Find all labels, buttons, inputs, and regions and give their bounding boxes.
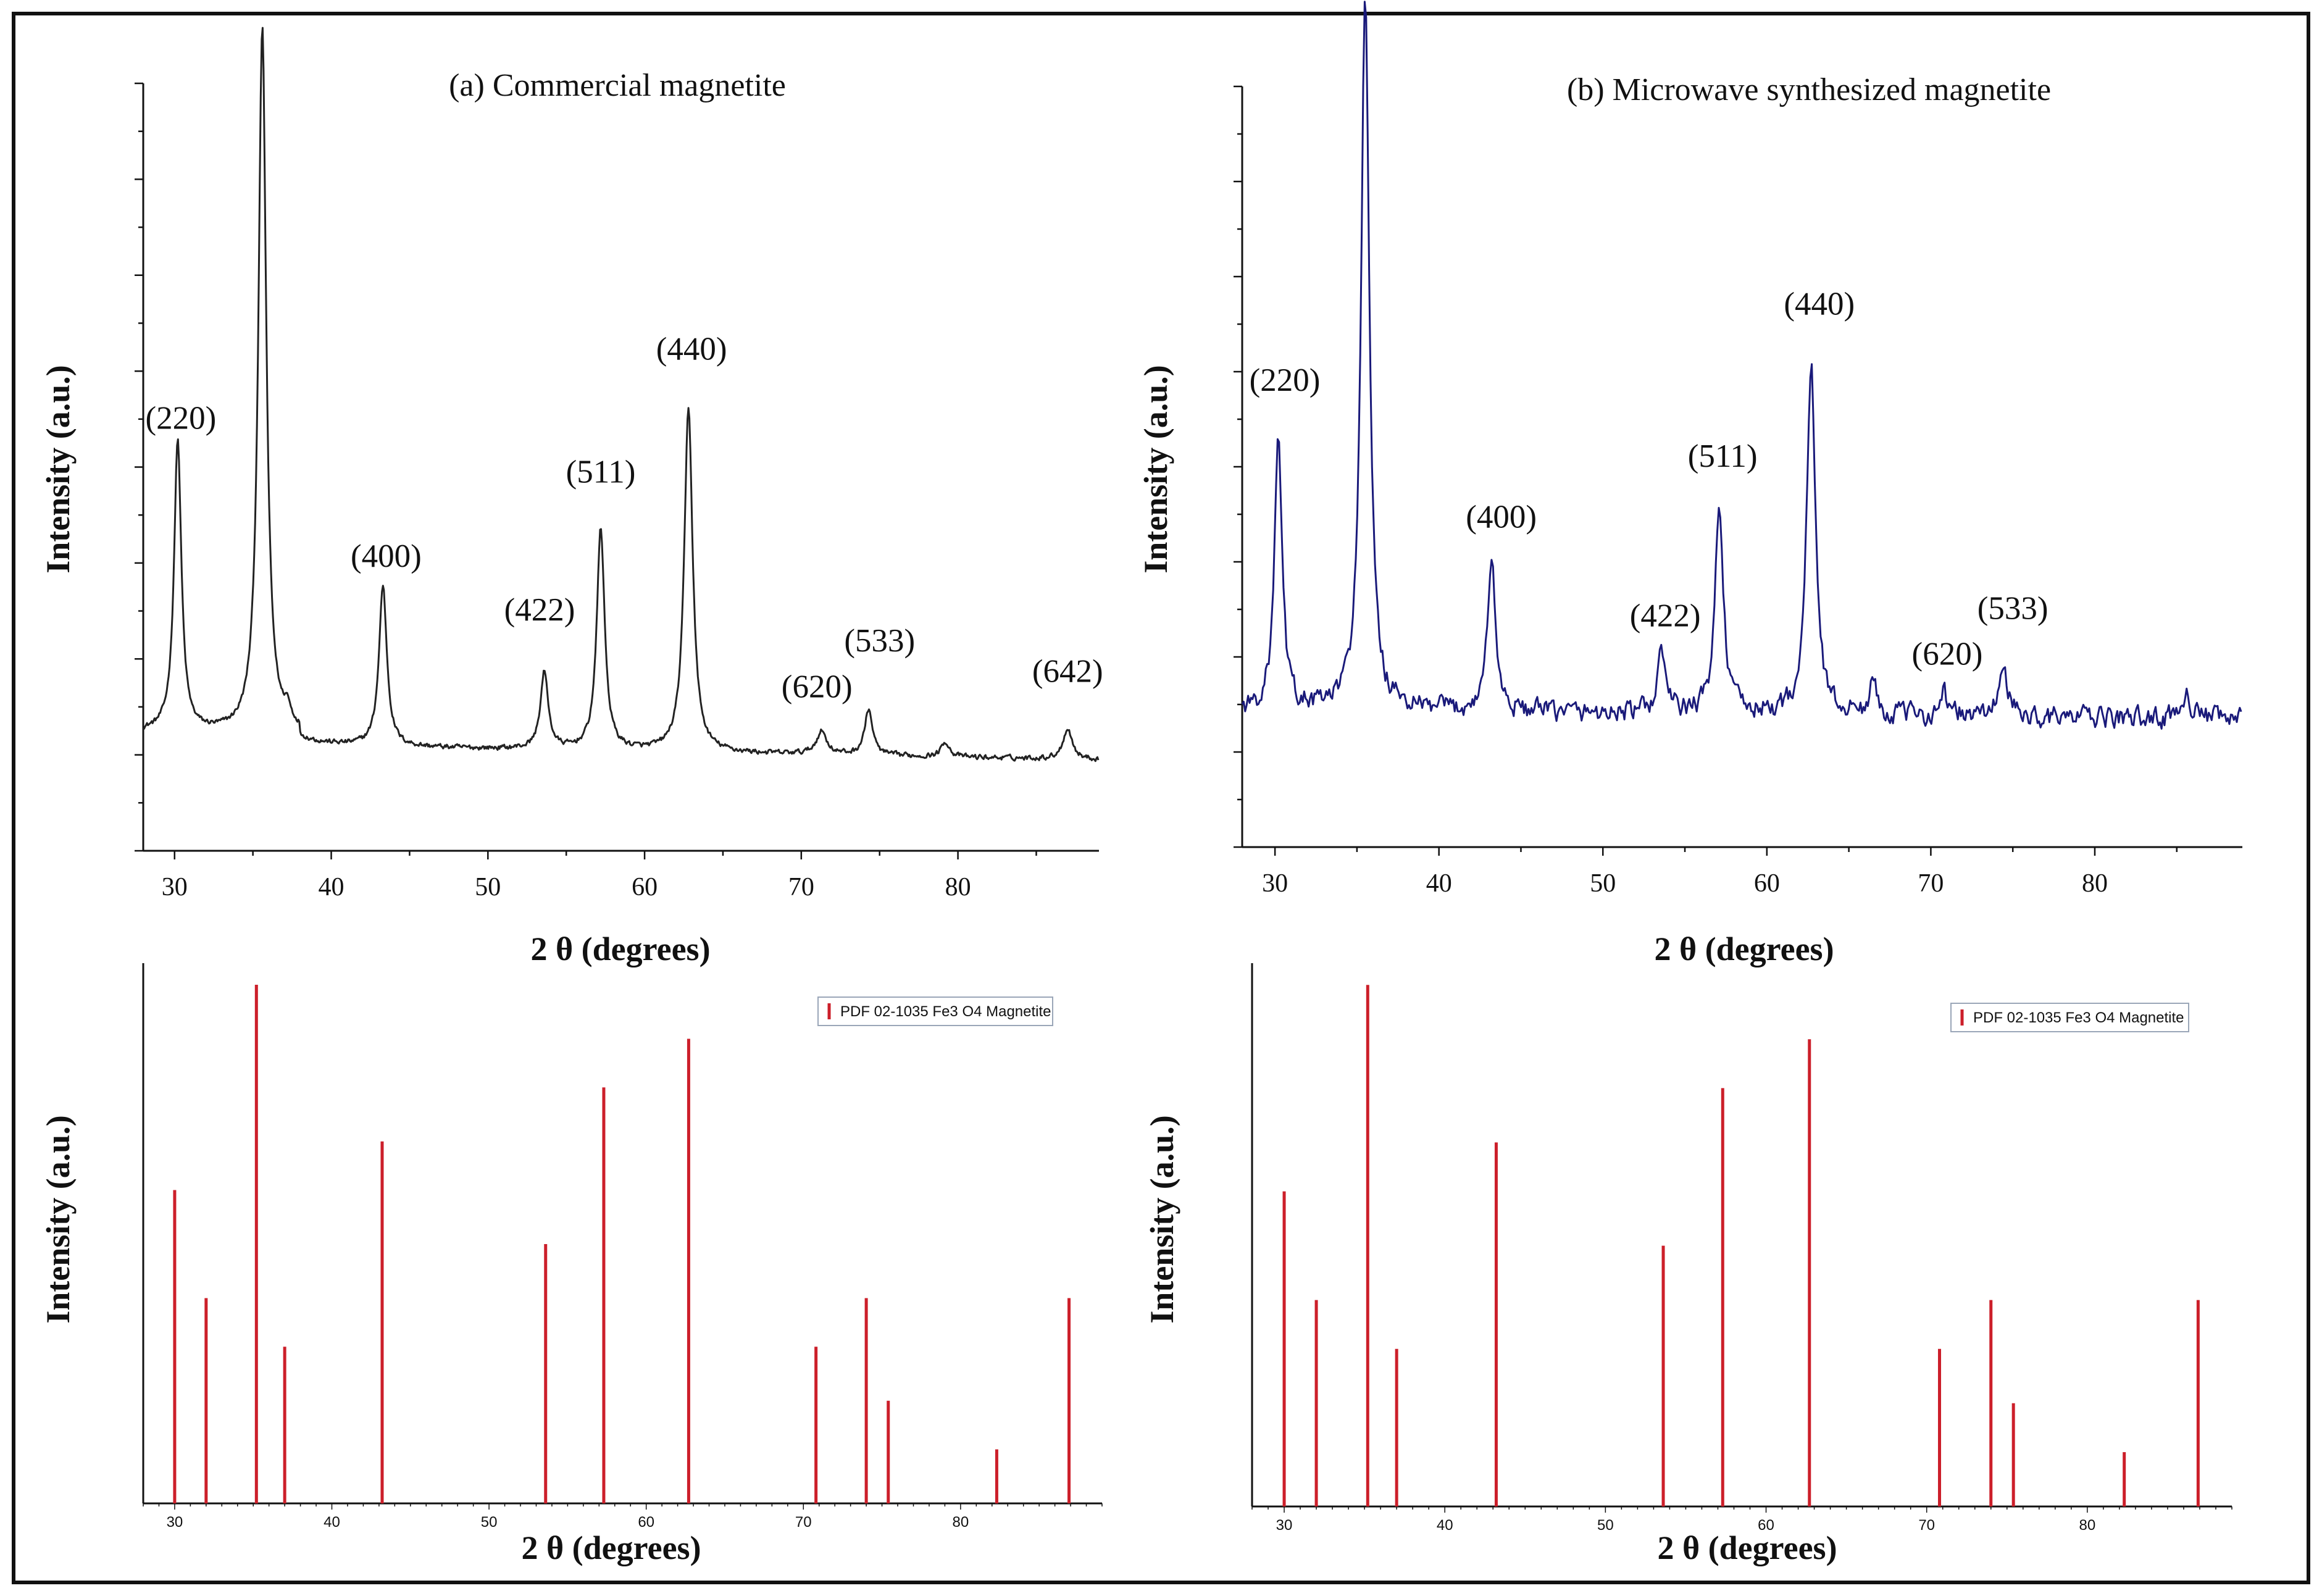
- panel-b-peak-label: (220): [1250, 362, 1321, 398]
- panel-b-peak-label: (440): [1784, 286, 1855, 322]
- panel-b-x-tick-label: 50: [1590, 869, 1616, 898]
- panel-d-legend: PDF 02-1035 Fe3 O4 Magnetite: [1950, 1003, 2189, 1032]
- panel-b-peak-label: (620): [1912, 636, 1983, 672]
- panel-a-x-tick-label: 80: [945, 873, 971, 901]
- panel-c-x-tick-label: 50: [481, 1514, 498, 1531]
- panel-c-x-tick-label: 70: [795, 1514, 812, 1531]
- panel-a-peak-label: (511): [566, 454, 636, 490]
- panel-b-xlabel: 2 θ (degrees): [1654, 930, 1834, 967]
- panel-b-x-tick-label: 70: [1918, 869, 1944, 898]
- panel-b-peak-label: (422): [1630, 598, 1701, 634]
- panel-b-x-tick-label: 30: [1262, 869, 1288, 898]
- panel-b-peak-label: (511): [1688, 438, 1758, 474]
- panel-a-peak-label: (642): [1032, 654, 1103, 690]
- panel-c-ylabel: Intensity (a.u.): [40, 1115, 77, 1324]
- panel-a-peak-label: (220): [145, 400, 216, 436]
- panel-a-x-tick-label: 30: [162, 873, 188, 901]
- panel-a-peak-label: (440): [656, 331, 727, 367]
- panel-c-legend: PDF 02-1035 Fe3 O4 Magnetite: [817, 996, 1053, 1026]
- panel-d-x-tick-label: 30: [1276, 1517, 1293, 1534]
- panel-b-x-tick-label: 40: [1426, 869, 1452, 898]
- panel-a-x-tick-label: 50: [475, 873, 501, 901]
- panel-a-x-tick-label: 40: [319, 873, 345, 901]
- panel-a-peak-label: (422): [504, 592, 575, 628]
- panel-a-x-tick-label: 60: [632, 873, 658, 901]
- panel-b-x-tick-label: 60: [1754, 869, 1780, 898]
- panel-a-ylabel: Intensity (a.u.): [40, 365, 77, 574]
- panel-b-ylabel: Intensity (a.u.): [1137, 365, 1174, 574]
- panel-b-title: (b) Microwave synthesized magnetite: [1567, 72, 2051, 107]
- panel-c-x-tick-label: 60: [638, 1514, 654, 1531]
- panel-c-reference-pattern: Intensity (a.u.) 2 θ (degrees) 30 40 50 60 7…: [40, 963, 1103, 1566]
- panel-a-x-tick-label: 70: [788, 873, 814, 901]
- panel-d-x-tick-label: 70: [1918, 1517, 1935, 1534]
- panel-d-x-tick-label: 50: [1597, 1517, 1614, 1534]
- panel-b-peak-label: (533): [1977, 590, 2048, 626]
- panel-a-peak-label: (400): [351, 538, 422, 574]
- legend-box: [1950, 1003, 2189, 1032]
- panel-a-xrd-curve: [143, 27, 1100, 762]
- legend-label: PDF 02-1035 Fe3 O4 Magnetite: [840, 1003, 1051, 1020]
- panel-c-x-tick-label: 80: [953, 1514, 969, 1531]
- figure-frame: [12, 12, 2310, 1584]
- panel-d-x-tick-label: 60: [1758, 1517, 1774, 1534]
- legend-box: [817, 996, 1053, 1026]
- panel-a-peak-label: (533): [844, 623, 915, 659]
- panel-d-ylabel: Intensity (a.u.): [1143, 1115, 1180, 1324]
- panel-a-title: (a) Commercial magnetite: [449, 68, 786, 103]
- panel-c-x-tick-label: 30: [167, 1514, 183, 1531]
- panel-d-x-tick-label: 40: [1437, 1517, 1453, 1534]
- panel-b-x-tick-label: 80: [2082, 869, 2108, 898]
- panel-a-peak-label: (620): [782, 669, 853, 704]
- panel-b-peak-label: (400): [1466, 499, 1537, 535]
- panel-d-reference-pattern: Intensity (a.u.) 2 θ (degrees) 30 40 50 60 7…: [1143, 963, 2232, 1566]
- legend-label: PDF 02-1035 Fe3 O4 Magnetite: [1973, 1009, 2184, 1026]
- panel-a-commercial-magnetite: (a) Commercial magnetite Intensity (a.u.…: [40, 27, 1103, 967]
- panel-d-x-tick-label: 80: [2079, 1517, 2096, 1534]
- panel-b-microwave-magnetite: (b) Microwave synthesized magnetite Inte…: [1137, 1, 2242, 967]
- panel-c-x-tick-label: 40: [324, 1514, 340, 1531]
- panel-b-xrd-curve: [1241, 1, 2242, 730]
- panel-c-xlabel: 2 θ (degrees): [521, 1529, 701, 1566]
- panel-a-xlabel: 2 θ (degrees): [530, 930, 710, 967]
- panel-d-xlabel: 2 θ (degrees): [1657, 1529, 1837, 1566]
